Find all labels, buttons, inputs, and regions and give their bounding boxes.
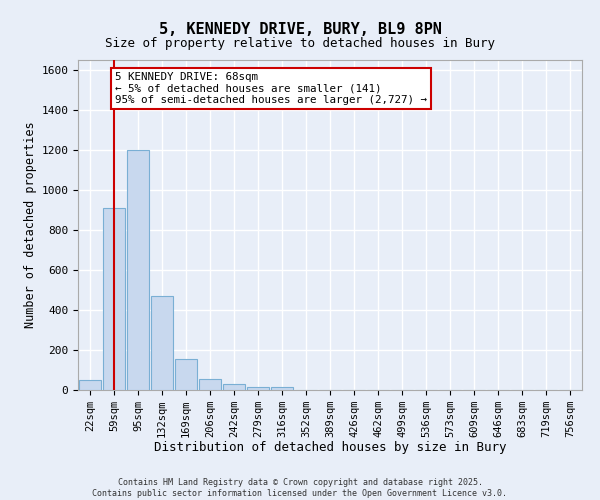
Bar bbox=[223, 384, 245, 390]
Text: Contains HM Land Registry data © Crown copyright and database right 2025.
Contai: Contains HM Land Registry data © Crown c… bbox=[92, 478, 508, 498]
Bar bbox=[151, 296, 173, 390]
Y-axis label: Number of detached properties: Number of detached properties bbox=[24, 122, 37, 328]
X-axis label: Distribution of detached houses by size in Bury: Distribution of detached houses by size … bbox=[154, 442, 506, 454]
Bar bbox=[175, 359, 197, 390]
Text: 5 KENNEDY DRIVE: 68sqm
← 5% of detached houses are smaller (141)
95% of semi-det: 5 KENNEDY DRIVE: 68sqm ← 5% of detached … bbox=[115, 72, 427, 105]
Bar bbox=[79, 380, 101, 390]
Text: Size of property relative to detached houses in Bury: Size of property relative to detached ho… bbox=[105, 38, 495, 51]
Bar bbox=[127, 150, 149, 390]
Bar bbox=[247, 387, 269, 390]
Bar bbox=[103, 208, 125, 390]
Bar bbox=[271, 387, 293, 390]
Text: 5, KENNEDY DRIVE, BURY, BL9 8PN: 5, KENNEDY DRIVE, BURY, BL9 8PN bbox=[158, 22, 442, 38]
Bar bbox=[199, 379, 221, 390]
